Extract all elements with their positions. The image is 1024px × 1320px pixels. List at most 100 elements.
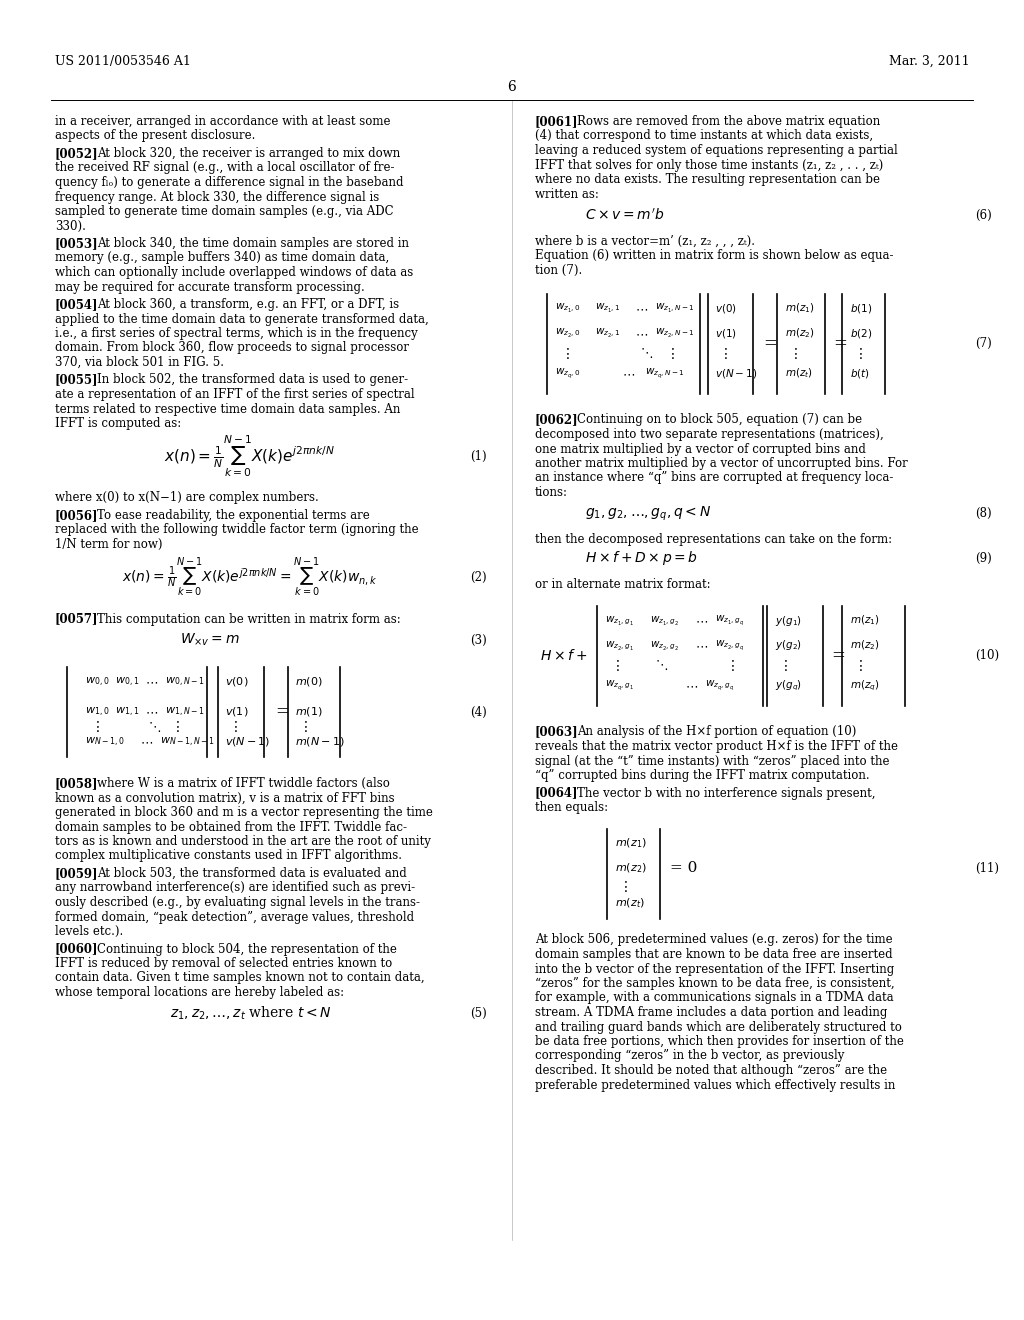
Text: aspects of the present disclosure.: aspects of the present disclosure. [55, 129, 255, 143]
Text: $\vdots$: $\vdots$ [853, 346, 862, 360]
Text: $w_{z_2,g_q}$: $w_{z_2,g_q}$ [715, 639, 744, 652]
Text: where x(0) to x(N−1) are complex numbers.: where x(0) to x(N−1) are complex numbers… [55, 491, 318, 504]
Text: $\vdots$: $\vdots$ [725, 657, 734, 673]
Text: $\ddots$: $\ddots$ [148, 719, 161, 734]
Text: $m(z_t)$: $m(z_t)$ [785, 367, 813, 380]
Text: $w_{1,N-1}$: $w_{1,N-1}$ [165, 705, 205, 718]
Text: $w_{z_1,g_1}$: $w_{z_1,g_1}$ [605, 614, 634, 627]
Text: [0058]: [0058] [55, 777, 98, 789]
Text: At block 503, the transformed data is evaluated and: At block 503, the transformed data is ev… [97, 867, 407, 880]
Text: tors as is known and understood in the art are the root of unity: tors as is known and understood in the a… [55, 836, 431, 847]
Text: reveals that the matrix vector product H×f is the IFFT of the: reveals that the matrix vector product H… [535, 741, 898, 752]
Text: “zeros” for the samples known to be data free, is consistent,: “zeros” for the samples known to be data… [535, 977, 895, 990]
Text: preferable predetermined values which effectively results in: preferable predetermined values which ef… [535, 1078, 895, 1092]
Text: $\cdots$: $\cdots$ [695, 614, 708, 627]
Text: $w_{z_q,g_q}$: $w_{z_q,g_q}$ [705, 678, 734, 693]
Text: $w_{z_1,1}$: $w_{z_1,1}$ [595, 302, 621, 315]
Text: $\vdots$: $\vdots$ [718, 346, 728, 360]
Text: where no data exists. The resulting representation can be: where no data exists. The resulting repr… [535, 173, 880, 186]
Text: (2): (2) [470, 572, 486, 583]
Text: $b(1)$: $b(1)$ [850, 302, 872, 315]
Text: $w_{z_2,0}$: $w_{z_2,0}$ [555, 327, 581, 341]
Text: (8): (8) [975, 507, 991, 520]
Text: $\cdots$: $\cdots$ [145, 676, 158, 689]
Text: 6: 6 [508, 81, 516, 94]
Text: “q” corrupted bins during the IFFT matrix computation.: “q” corrupted bins during the IFFT matri… [535, 770, 869, 781]
Text: $C \times v = m'b$: $C \times v = m'b$ [585, 207, 665, 223]
Text: $w_{1,1}$: $w_{1,1}$ [115, 705, 139, 718]
Text: $w_{z_q,N-1}$: $w_{z_q,N-1}$ [645, 367, 685, 380]
Text: Mar. 3, 2011: Mar. 3, 2011 [890, 55, 970, 69]
Text: 1/N term for now): 1/N term for now) [55, 539, 163, 550]
Text: (5): (5) [470, 1007, 486, 1020]
Text: $m(z_q)$: $m(z_q)$ [850, 678, 880, 693]
Text: $m(z_2)$: $m(z_2)$ [615, 862, 647, 875]
Text: $\vdots$: $\vdots$ [665, 346, 675, 360]
Text: [0059]: [0059] [55, 867, 98, 880]
Text: [0064]: [0064] [535, 787, 579, 800]
Text: $\cdots$: $\cdots$ [695, 639, 708, 652]
Text: $\vdots$: $\vdots$ [853, 657, 862, 673]
Text: $\cdots$: $\cdots$ [635, 302, 648, 315]
Text: $v(1)$: $v(1)$ [225, 705, 249, 718]
Text: be data free portions, which then provides for insertion of the: be data free portions, which then provid… [535, 1035, 904, 1048]
Text: which can optionally include overlapped windows of data as: which can optionally include overlapped … [55, 267, 414, 279]
Text: frequency range. At block 330, the difference signal is: frequency range. At block 330, the diffe… [55, 190, 379, 203]
Text: IFFT is reduced by removal of selected entries known to: IFFT is reduced by removal of selected e… [55, 957, 392, 970]
Text: then the decomposed representations can take on the form:: then the decomposed representations can … [535, 533, 892, 546]
Text: i.e., a first series of spectral terms, which is in the frequency: i.e., a first series of spectral terms, … [55, 327, 418, 341]
Text: (1): (1) [470, 450, 486, 463]
Text: tion (7).: tion (7). [535, 264, 583, 277]
Text: $m(z_t)$: $m(z_t)$ [615, 896, 645, 911]
Text: $z_1, z_2, \ldots, z_t$ where $t < N$: $z_1, z_2, \ldots, z_t$ where $t < N$ [170, 1005, 332, 1022]
Text: $b(t)$: $b(t)$ [850, 367, 869, 380]
Text: ate a representation of an IFFT of the first series of spectral: ate a representation of an IFFT of the f… [55, 388, 415, 401]
Text: $w_{z_1,N-1}$: $w_{z_1,N-1}$ [655, 302, 695, 315]
Text: At block 360, a transform, e.g. an FFT, or a DFT, is: At block 360, a transform, e.g. an FFT, … [97, 298, 399, 312]
Text: $w_{z_q,0}$: $w_{z_q,0}$ [555, 367, 581, 380]
Text: 330).: 330). [55, 219, 86, 232]
Text: $v(N-1)$: $v(N-1)$ [225, 735, 270, 748]
Text: (11): (11) [975, 862, 999, 875]
Text: stream. A TDMA frame includes a data portion and leading: stream. A TDMA frame includes a data por… [535, 1006, 888, 1019]
Text: $w_{N-1,N-1}$: $w_{N-1,N-1}$ [160, 735, 215, 748]
Text: =: = [831, 647, 845, 664]
Text: $\vdots$: $\vdots$ [298, 719, 307, 734]
Text: US 2011/0053546 A1: US 2011/0053546 A1 [55, 55, 190, 69]
Text: into the b vector of the representation of the IFFT. Inserting: into the b vector of the representation … [535, 962, 894, 975]
Text: $w_{z_q,g_1}$: $w_{z_q,g_1}$ [605, 678, 634, 693]
Text: $\vdots$: $\vdots$ [170, 719, 179, 734]
Text: [0056]: [0056] [55, 510, 98, 521]
Text: $H \times f + D \times p = b$: $H \times f + D \times p = b$ [585, 549, 698, 568]
Text: $m(1)$: $m(1)$ [295, 705, 323, 718]
Text: written as:: written as: [535, 187, 599, 201]
Text: $\cdots$: $\cdots$ [145, 705, 158, 718]
Text: where W is a matrix of IFFT twiddle factors (also: where W is a matrix of IFFT twiddle fact… [97, 777, 390, 789]
Text: (6): (6) [975, 209, 992, 222]
Text: =: = [763, 335, 777, 352]
Text: $w_{z_2,g_1}$: $w_{z_2,g_1}$ [605, 639, 634, 652]
Text: (10): (10) [975, 649, 999, 663]
Text: Rows are removed from the above matrix equation: Rows are removed from the above matrix e… [577, 115, 881, 128]
Text: $w_{0,1}$: $w_{0,1}$ [115, 676, 139, 689]
Text: any narrowband interference(s) are identified such as previ-: any narrowband interference(s) are ident… [55, 882, 415, 895]
Text: the received RF signal (e.g., with a local oscillator of fre-: the received RF signal (e.g., with a loc… [55, 161, 394, 174]
Text: An analysis of the H×f portion of equation (10): An analysis of the H×f portion of equati… [577, 726, 856, 738]
Text: where b is a vector=m’ (z₁, z₂ , , , zₜ).: where b is a vector=m’ (z₁, z₂ , , , zₜ)… [535, 235, 755, 248]
Text: $w_{z_2,g_2}$: $w_{z_2,g_2}$ [650, 639, 679, 652]
Text: $v(0)$: $v(0)$ [715, 302, 737, 315]
Text: [0060]: [0060] [55, 942, 98, 956]
Text: terms related to respective time domain data samples. An: terms related to respective time domain … [55, 403, 400, 416]
Text: quency fₗₒ) to generate a difference signal in the baseband: quency fₗₒ) to generate a difference sig… [55, 176, 403, 189]
Text: one matrix multiplied by a vector of corrupted bins and: one matrix multiplied by a vector of cor… [535, 442, 866, 455]
Text: $\vdots$: $\vdots$ [228, 719, 238, 734]
Text: leaving a reduced system of equations representing a partial: leaving a reduced system of equations re… [535, 144, 898, 157]
Text: memory (e.g., sample buffers 340) as time domain data,: memory (e.g., sample buffers 340) as tim… [55, 252, 389, 264]
Text: Equation (6) written in matrix form is shown below as equa-: Equation (6) written in matrix form is s… [535, 249, 894, 263]
Text: $w_{z_2,1}$: $w_{z_2,1}$ [595, 327, 621, 341]
Text: $H \times f +$: $H \times f +$ [540, 648, 587, 663]
Text: $m(z_1)$: $m(z_1)$ [615, 837, 647, 850]
Text: $w_{z_2,N-1}$: $w_{z_2,N-1}$ [655, 327, 695, 341]
Text: applied to the time domain data to generate transformed data,: applied to the time domain data to gener… [55, 313, 429, 326]
Text: (9): (9) [975, 552, 992, 565]
